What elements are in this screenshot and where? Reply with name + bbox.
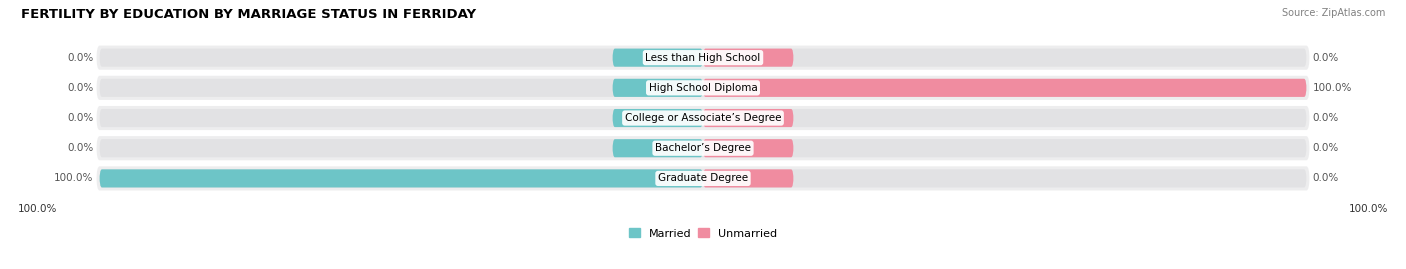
FancyBboxPatch shape: [613, 79, 703, 97]
Text: 100.0%: 100.0%: [18, 204, 58, 214]
Text: 100.0%: 100.0%: [1348, 204, 1388, 214]
Text: Bachelor’s Degree: Bachelor’s Degree: [655, 143, 751, 153]
Text: 100.0%: 100.0%: [1313, 83, 1353, 93]
FancyBboxPatch shape: [100, 109, 1306, 127]
FancyBboxPatch shape: [100, 169, 703, 187]
Text: 0.0%: 0.0%: [1313, 143, 1339, 153]
Text: 0.0%: 0.0%: [1313, 174, 1339, 183]
FancyBboxPatch shape: [97, 76, 1309, 100]
Text: 0.0%: 0.0%: [67, 53, 93, 63]
Text: Graduate Degree: Graduate Degree: [658, 174, 748, 183]
FancyBboxPatch shape: [613, 49, 703, 67]
FancyBboxPatch shape: [703, 139, 793, 157]
FancyBboxPatch shape: [100, 79, 1306, 97]
FancyBboxPatch shape: [613, 139, 703, 157]
FancyBboxPatch shape: [703, 169, 793, 187]
FancyBboxPatch shape: [613, 109, 703, 127]
Text: Source: ZipAtlas.com: Source: ZipAtlas.com: [1281, 8, 1385, 18]
Text: High School Diploma: High School Diploma: [648, 83, 758, 93]
Text: 0.0%: 0.0%: [1313, 53, 1339, 63]
Text: 100.0%: 100.0%: [53, 174, 93, 183]
FancyBboxPatch shape: [97, 106, 1309, 130]
FancyBboxPatch shape: [100, 49, 1306, 67]
Text: College or Associate’s Degree: College or Associate’s Degree: [624, 113, 782, 123]
FancyBboxPatch shape: [97, 45, 1309, 70]
Legend: Married, Unmarried: Married, Unmarried: [627, 226, 779, 241]
Text: 0.0%: 0.0%: [67, 113, 93, 123]
FancyBboxPatch shape: [100, 139, 1306, 157]
FancyBboxPatch shape: [97, 136, 1309, 160]
FancyBboxPatch shape: [703, 109, 793, 127]
FancyBboxPatch shape: [97, 166, 1309, 190]
FancyBboxPatch shape: [703, 79, 1306, 97]
Text: 0.0%: 0.0%: [67, 83, 93, 93]
Text: FERTILITY BY EDUCATION BY MARRIAGE STATUS IN FERRIDAY: FERTILITY BY EDUCATION BY MARRIAGE STATU…: [21, 8, 477, 21]
FancyBboxPatch shape: [100, 169, 1306, 187]
FancyBboxPatch shape: [703, 49, 793, 67]
Text: 0.0%: 0.0%: [1313, 113, 1339, 123]
Text: Less than High School: Less than High School: [645, 53, 761, 63]
Text: 0.0%: 0.0%: [67, 143, 93, 153]
